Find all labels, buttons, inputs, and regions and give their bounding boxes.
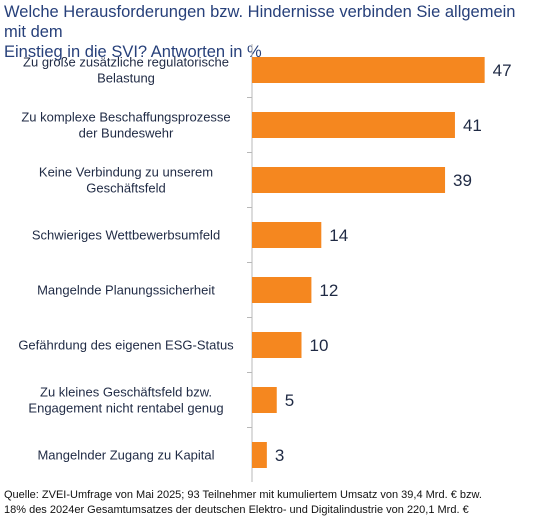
category-label-line: Mangelnde Planungssicherheit [37,283,215,298]
category-label-line: Mangelnder Zugang zu Kapital [37,448,214,463]
category-label-line: Gefährdung des eigenen ESG-Status [18,338,234,353]
category-label: Zu komplexe Beschaffungsprozesse der Bund… [21,110,230,141]
data-label: 10 [310,336,329,355]
category-label: Mangelnde Planungssicherheit [37,283,215,298]
category-label-line: der Bundeswehr [79,126,174,141]
source-line-1: Quelle: ZVEI-Umfrage von Mai 2025; 93 Te… [4,489,482,501]
category-label: Gefährdung des eigenen ESG-Status [18,338,234,353]
bar [252,332,302,358]
data-label: 3 [275,446,284,465]
source-note: Quelle: ZVEI-Umfrage von Mai 2025; 93 Te… [4,488,536,518]
category-label: Schwieriges Wettbewerbsumfeld [32,228,220,243]
category-label-line: Engagement nicht rentabel genug [28,401,223,416]
bar [252,167,446,193]
data-label: 14 [329,226,348,245]
category-label: Zu große zusätzliche regulatorische Belas… [23,55,229,86]
chart-title-line-1: Welche Herausforderungen bzw. Hinderniss… [4,3,516,41]
category-label-line: Keine Verbindung zu unserem [39,165,213,180]
category-label: Keine Verbindung zu unserem Geschäftsfeld [39,165,213,196]
category-label: Zu kleines Geschäftsfeld bzw. Engagement … [28,385,223,416]
bar [252,57,485,83]
category-label-line: Zu komplexe Beschaffungsprozesse [21,110,230,125]
bar [252,112,455,138]
data-label: 47 [493,61,512,80]
data-label: 41 [463,116,482,135]
source-line-2: 18% des 2024er Gesamtumsatzes der deutsc… [4,504,469,516]
category-label-line: Zu große zusätzliche regulatorische [23,55,229,70]
bar [252,387,277,413]
category-label: Mangelnder Zugang zu Kapital [37,448,214,463]
category-label-line: Belastung [97,71,155,86]
chart-title-line-2: Einstieg in die SVI? Antworten in % [4,43,262,61]
data-label: 5 [285,391,294,410]
bar [252,222,322,248]
data-label: 12 [319,281,338,300]
category-label-line: Geschäftsfeld [86,181,166,196]
category-label-line: Schwieriges Wettbewerbsumfeld [32,228,220,243]
bar [252,442,267,468]
chart-title: Welche Herausforderungen bzw. Hinderniss… [4,2,536,62]
data-label: 39 [453,171,472,190]
category-label-line: Zu kleines Geschäftsfeld bzw. [40,385,212,400]
bar [252,277,312,303]
